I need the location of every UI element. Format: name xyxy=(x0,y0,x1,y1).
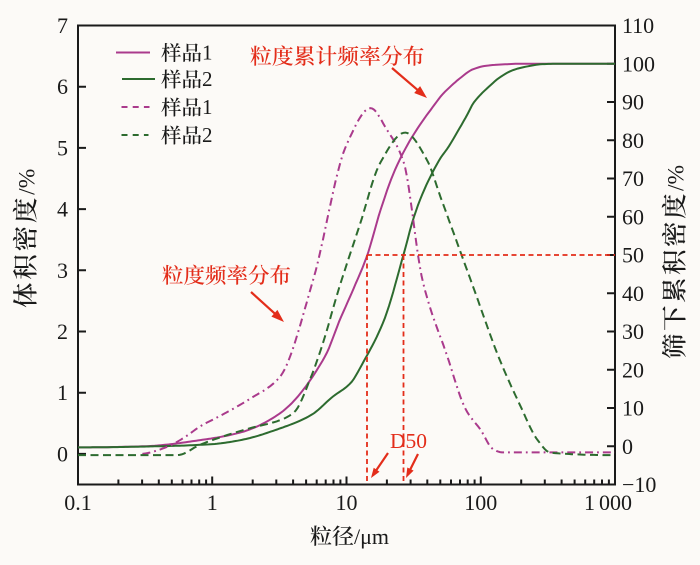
svg-text:1: 1 xyxy=(207,490,218,515)
svg-text:5: 5 xyxy=(57,135,68,160)
svg-text:40: 40 xyxy=(622,281,644,306)
svg-text:60: 60 xyxy=(622,204,644,229)
svg-text:/%: /% xyxy=(15,169,41,195)
svg-text:100: 100 xyxy=(464,490,497,515)
svg-text:110: 110 xyxy=(622,13,654,38)
svg-text:7: 7 xyxy=(57,13,68,38)
svg-text:000: 000 xyxy=(599,490,632,515)
svg-text:10: 10 xyxy=(336,490,358,515)
svg-text:/%: /% xyxy=(664,165,690,191)
svg-text:90: 90 xyxy=(622,90,644,115)
svg-text:1: 1 xyxy=(57,380,68,405)
svg-text:30: 30 xyxy=(622,319,644,344)
svg-text:2: 2 xyxy=(57,319,68,344)
svg-text:3: 3 xyxy=(57,258,68,283)
svg-text:4: 4 xyxy=(57,197,68,222)
svg-text:0: 0 xyxy=(57,441,68,466)
svg-text:10: 10 xyxy=(622,396,644,421)
svg-text:100: 100 xyxy=(622,51,655,76)
svg-text:20: 20 xyxy=(622,357,644,382)
svg-text:80: 80 xyxy=(622,128,644,153)
svg-text:1: 1 xyxy=(584,490,595,515)
svg-text:2: 2 xyxy=(202,67,213,91)
svg-text:1: 1 xyxy=(202,41,213,65)
svg-text:0: 0 xyxy=(622,434,633,459)
svg-text:D50: D50 xyxy=(390,429,427,453)
svg-text:70: 70 xyxy=(622,166,644,191)
svg-text:50: 50 xyxy=(622,243,644,268)
svg-text:6: 6 xyxy=(57,74,68,99)
svg-text:−10: −10 xyxy=(622,472,656,497)
svg-text:1: 1 xyxy=(202,95,213,119)
svg-text:0.1: 0.1 xyxy=(64,490,92,515)
svg-text:/μm: /μm xyxy=(354,524,389,549)
svg-text:2: 2 xyxy=(202,123,213,147)
